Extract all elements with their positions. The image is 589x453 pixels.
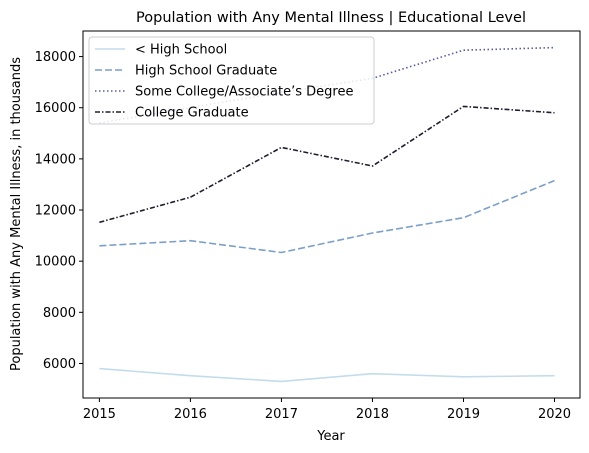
y-tick-label: 16000 xyxy=(35,101,76,116)
legend-box xyxy=(88,36,375,125)
x-tick-label: 2018 xyxy=(356,407,389,422)
y-axis-title: Population with Any Mental Illness, in t… xyxy=(9,57,24,371)
series-line-2 xyxy=(99,179,555,254)
y-tick-label: 6000 xyxy=(43,357,76,372)
y-tick-label: 14000 xyxy=(35,152,76,167)
legend-label-2: High School Graduate xyxy=(135,64,277,79)
y-tick-label: 8000 xyxy=(43,306,76,321)
x-axis: 2015 2016 2017 2018 2019 2020 xyxy=(83,398,571,422)
series-line-4 xyxy=(99,105,555,224)
chart-title: Population with Any Mental Illness | Edu… xyxy=(136,10,526,26)
plot-area-frame xyxy=(82,30,581,399)
y-axis: 6000 8000 10000 12000 14000 16000 18000 xyxy=(35,50,83,372)
y-tick-label: 12000 xyxy=(35,204,76,219)
x-tick-label: 2020 xyxy=(538,407,571,422)
x-tick-label: 2019 xyxy=(447,407,480,422)
x-axis-title: Year xyxy=(316,429,345,444)
x-tick-label: 2015 xyxy=(83,407,116,422)
x-tick-label: 2017 xyxy=(265,407,298,422)
legend-label-4: College Graduate xyxy=(135,106,249,121)
x-tick-label: 2016 xyxy=(174,407,207,422)
legend-label-1: < High School xyxy=(135,43,227,58)
y-tick-label: 18000 xyxy=(35,50,76,65)
series-line-1 xyxy=(99,367,555,383)
legend: < High School High School Graduate Some Co… xyxy=(88,36,375,125)
y-tick-label: 10000 xyxy=(35,255,76,270)
legend-label-3: Some College/Associate’s Degree xyxy=(135,85,353,100)
